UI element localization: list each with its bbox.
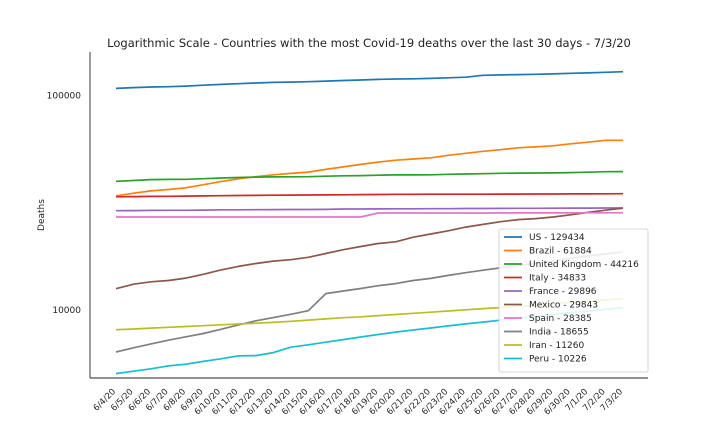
legend-label: India - 18655 — [529, 328, 589, 338]
legend-label: Italy - 34833 — [529, 274, 586, 284]
series-line — [115, 139, 623, 197]
legend-label: US - 129434 — [529, 233, 585, 243]
legend-label: United Kingdom - 44216 — [529, 260, 639, 270]
legend: US - 129434 Brazil - 61884 United Kingdom … — [498, 228, 649, 373]
legend-label: Iran - 11260 — [529, 341, 584, 351]
series-line — [115, 70, 624, 90]
legend-label: Peru - 10226 — [529, 355, 587, 365]
series-line — [116, 211, 623, 218]
legend-label: Spain - 28385 — [529, 314, 592, 324]
y-tick-label: 100000 — [47, 92, 82, 102]
legend-box — [498, 228, 649, 373]
series-line — [115, 170, 624, 183]
series-line — [115, 207, 623, 212]
legend-label: Brazil - 61884 — [529, 247, 592, 257]
y-tick-label: 10000 — [52, 306, 81, 316]
series-line — [115, 207, 624, 290]
chart-title: Logarithmic Scale - Countries with the m… — [107, 36, 631, 50]
series-line — [115, 192, 624, 198]
y-axis-label: Deaths — [37, 199, 47, 231]
legend-label: Mexico - 29843 — [529, 301, 598, 311]
legend-label: France - 29896 — [529, 287, 597, 297]
